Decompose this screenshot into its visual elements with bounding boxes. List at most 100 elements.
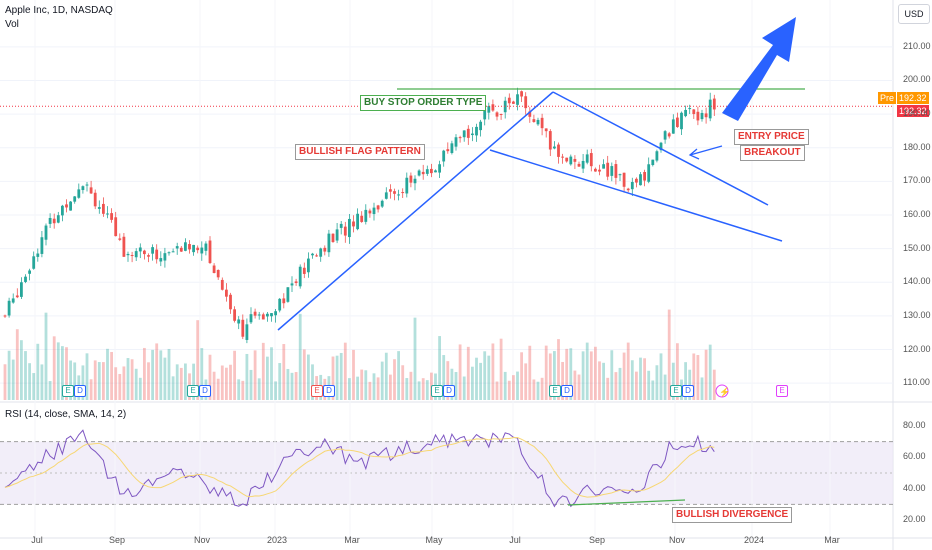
candle-body [114,217,118,237]
volume-label: Vol [5,19,19,30]
candle-body [663,131,667,140]
volume-bar [3,364,7,400]
candle-body [253,311,257,316]
volume-bar [175,364,179,400]
volume-bar [286,368,290,400]
volume-bar [561,361,564,400]
volume-bar [524,363,528,400]
candle-body [557,144,560,157]
dividend-badge[interactable]: D [199,385,211,397]
volume-bar [438,336,441,400]
candle-body [610,166,614,176]
candle-body [151,247,154,254]
candle-body [36,253,40,257]
candle-body [655,151,659,161]
currency-button[interactable]: USD [898,4,930,24]
dividend-badge[interactable]: D [323,385,335,397]
volume-bar [184,363,187,400]
volume-bar [594,346,597,400]
volume-bar [557,339,560,400]
candle-body [175,246,179,249]
dividend-badge[interactable]: D [74,385,86,397]
candle-body [69,201,72,211]
volume-bar [577,374,581,400]
earnings-badge[interactable]: E [187,385,199,397]
candle-body [73,196,77,202]
candle-body [376,205,380,210]
earnings-badge[interactable]: E [776,385,788,397]
candle-body [311,253,314,256]
candle-body [544,128,548,132]
volume-bar [553,351,556,400]
candle-body [487,106,491,113]
volume-bar [24,351,27,400]
candle-body [225,289,228,297]
volume-bar [32,373,36,400]
volume-bar [73,362,77,400]
time-tick-label: Sep [588,535,605,545]
price-tick-label: 150.00 [903,242,931,253]
candle-body [163,253,167,261]
bullish-divergence-annotation: BULLISH DIVERGENCE [672,507,793,523]
volume-bar [516,371,519,400]
volume-bar [393,359,396,400]
candle-body [507,97,511,104]
volume-bar [151,349,154,400]
candle-body [126,253,130,256]
candle-body [540,117,544,129]
volume-bar [167,348,171,400]
volume-bar [253,350,257,400]
candle-body [409,175,413,183]
candle-body [516,94,519,105]
volume-bar [409,371,413,400]
dividend-badge[interactable]: D [443,385,455,397]
volume-bar [708,344,712,400]
volume-bar [7,350,11,400]
volume-bar [380,361,384,400]
volume-bar [548,353,552,400]
candle-body [512,101,515,104]
volume-bar [335,355,339,400]
earnings-badge[interactable]: E [670,385,682,397]
volume-bar [405,378,409,400]
volume-bar [212,371,216,400]
candle-body [270,313,273,317]
dividend-badge[interactable]: D [682,385,694,397]
entry-price-annotation: ENTRY PRICE [734,129,809,145]
price-tick-label: 180.00 [903,141,931,152]
volume-bar [143,347,146,400]
candle-body [179,247,183,252]
volume-bar [200,348,204,400]
volume-bar [229,364,232,400]
dividend-badge[interactable]: D [561,385,573,397]
earnings-badge[interactable]: E [62,385,74,397]
volume-bar [352,349,355,400]
earnings-badge[interactable]: E [431,385,443,397]
candle-body [335,229,339,241]
earnings-badge[interactable]: E [311,385,323,397]
bullish-flag-annotation: BULLISH FLAG PATTERN [295,144,425,160]
volume-bar [65,347,68,400]
candle-body [692,109,696,115]
candle-body [257,314,261,316]
candle-body [192,244,195,253]
candle-body [708,99,712,119]
volume-bar [466,346,470,400]
time-tick-label: Nov [668,535,685,545]
volume-bar [397,351,400,400]
pre-label: Pre [878,92,897,104]
volume-bar [643,358,646,400]
candle-body [676,117,679,128]
rsi-sma-line [4,437,715,498]
volume-bar [266,356,269,400]
volume-bar [311,364,314,400]
earnings-badge[interactable]: E [549,385,561,397]
volume-bar [208,354,212,400]
time-tick-label: Mar [824,535,840,545]
candle-body [360,215,364,222]
candle-body [138,247,142,252]
candle-body [618,174,622,176]
volume-bar [491,343,495,400]
candle-body [290,283,294,286]
